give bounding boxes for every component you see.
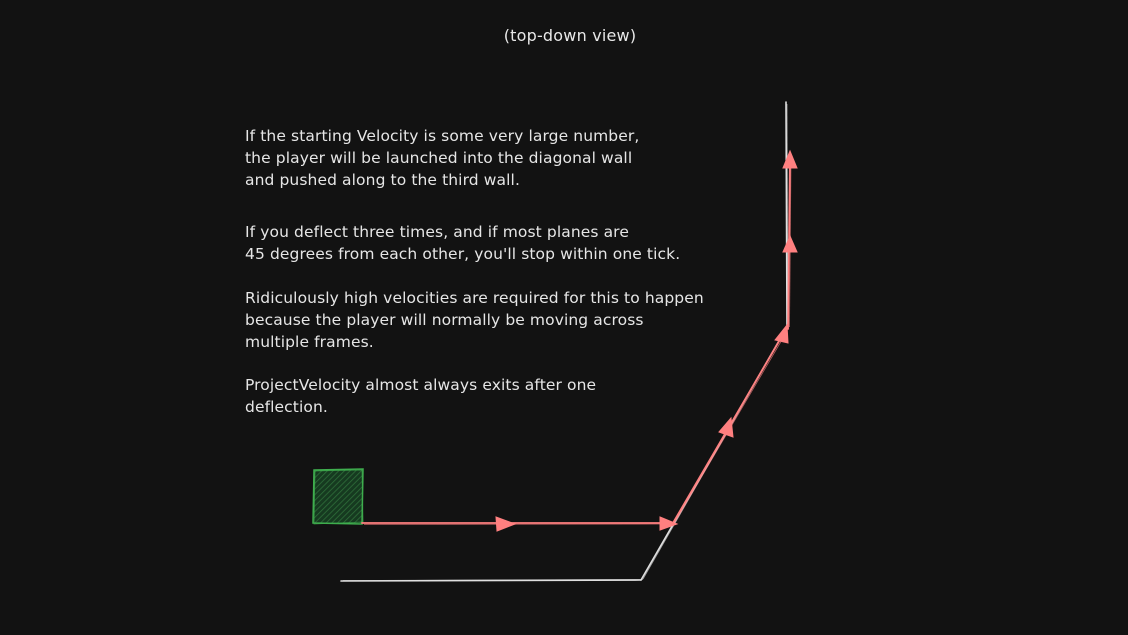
player-square-outline — [312, 468, 364, 525]
paragraph-line: because the player will normally be movi… — [245, 311, 644, 329]
vertical-wall — [785, 101, 788, 328]
arrowhead-icon — [718, 416, 734, 438]
player-square-outline-sketch — [313, 469, 364, 525]
paragraph-line: ProjectVelocity almost always exits afte… — [245, 376, 597, 394]
paragraph-line: the player will be launched into the dia… — [245, 149, 633, 167]
diagram-caption: (top-down view) — [503, 26, 637, 45]
player — [312, 468, 364, 525]
velocity-path — [361, 149, 798, 532]
walls — [340, 101, 789, 582]
arrowhead-icon — [495, 516, 517, 532]
arrowhead-icon — [774, 323, 789, 344]
player-square-hatch — [314, 470, 362, 523]
paragraph-line: If the starting Velocity is some very la… — [245, 127, 640, 145]
path-segment-horizontal-sketch — [363, 523, 672, 525]
paragraph-line: 45 degrees from each other, you'll stop … — [245, 245, 681, 263]
paragraph-line: If you deflect three times, and if most … — [245, 223, 629, 241]
paragraph-project-velocity: ProjectVelocity almost always exits afte… — [245, 374, 596, 418]
paragraph-high-velocity: Ridiculously high velocities are require… — [245, 287, 704, 353]
paragraph-line: and pushed along to the third wall. — [245, 171, 520, 189]
paragraph-line: Ridiculously high velocities are require… — [245, 289, 704, 307]
arrowhead-icon — [782, 149, 798, 169]
floor-wall — [340, 579, 642, 582]
arrowhead-icon — [659, 516, 679, 531]
arrowhead-icon — [782, 234, 798, 253]
paragraph-launch: If the starting Velocity is some very la… — [245, 125, 639, 191]
paragraph-three-deflections: If you deflect three times, and if most … — [245, 221, 680, 265]
floor-wall-sketch — [342, 579, 644, 581]
paragraph-line: deflection. — [245, 398, 328, 416]
paragraph-line: multiple frames. — [245, 333, 374, 351]
